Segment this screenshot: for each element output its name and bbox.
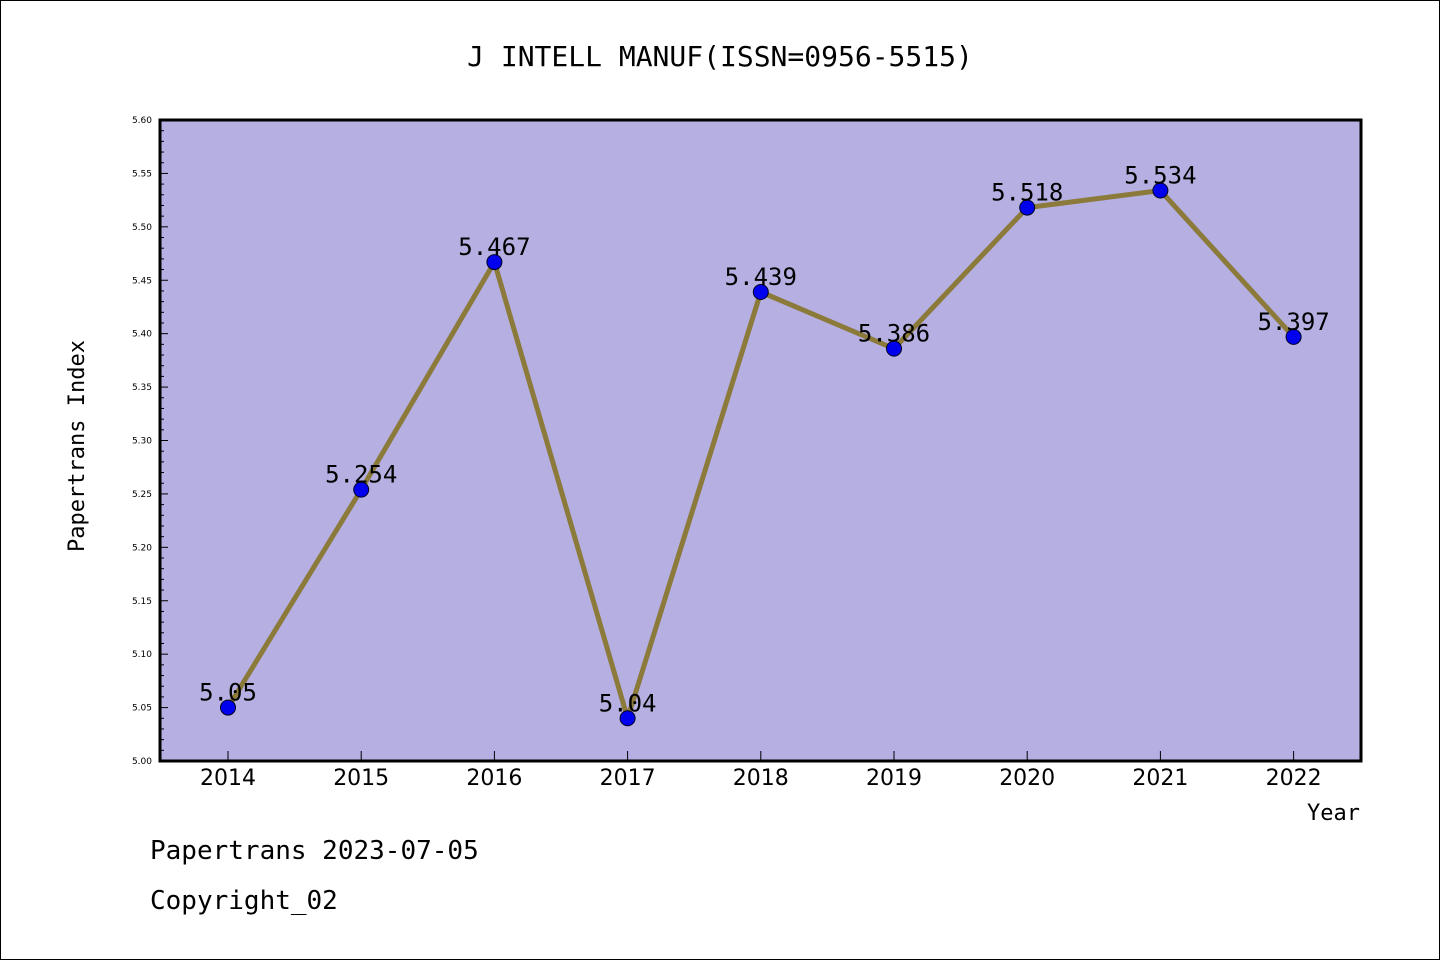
x-axis: 2014 2015 2016 2017 2018 2019 2020 2021 2022 (200, 751, 1322, 791)
y-tick-label: 5.25 (132, 490, 152, 500)
data-labels: 5.05 5.254 5.467 5.04 5.439 5.386 5.518 5.534 5.… (199, 162, 1330, 718)
y-tick-label: 5.15 (132, 597, 152, 607)
data-label: 5.397 (1257, 308, 1329, 336)
y-tick-label: 5.20 (132, 543, 152, 553)
data-point (886, 340, 902, 357)
y-tick-label: 5.50 (132, 223, 152, 233)
x-tick-label: 2020 (999, 766, 1055, 791)
x-tick-label: 2015 (333, 766, 389, 791)
x-tick-label: 2019 (866, 766, 922, 791)
y-tick-label: 5.60 (132, 116, 152, 126)
x-tick-label: 2017 (600, 766, 656, 791)
data-point (220, 699, 236, 716)
y-axis-label: Papertrans Index (65, 340, 90, 552)
plot-area (158, 118, 1363, 763)
data-label: 5.254 (325, 461, 397, 489)
data-label: 5.04 (599, 689, 657, 717)
chart-title: J INTELL MANUF(ISSN=0956-5515) (467, 40, 973, 73)
x-tick-label: 2018 (733, 766, 789, 791)
x-tick-label: 2021 (1132, 766, 1188, 791)
y-tick-label: 5.30 (132, 437, 152, 447)
data-point (486, 254, 503, 271)
y-tick-label: 5.35 (132, 383, 152, 393)
footer-date: Papertrans 2023-07-05 (150, 836, 479, 866)
data-point (619, 710, 636, 727)
x-tick-label: 2022 (1266, 766, 1322, 791)
data-label: 5.05 (199, 679, 257, 707)
x-axis-label: Year (1307, 801, 1360, 826)
x-tick-label: 2016 (466, 766, 522, 791)
y-tick-label: 5.45 (132, 276, 152, 286)
data-label: 5.467 (458, 233, 530, 261)
x-tick-label: 2014 (200, 766, 256, 791)
data-point (1285, 328, 1302, 345)
data-label: 5.439 (725, 263, 797, 291)
y-tick-label: 5.10 (132, 650, 152, 660)
y-tick-label: 5.55 (132, 169, 152, 179)
data-point (752, 284, 769, 301)
data-label: 5.386 (858, 320, 930, 348)
data-label: 5.534 (1124, 162, 1196, 190)
y-tick-label: 5.05 (132, 704, 152, 714)
data-markers (220, 182, 1302, 727)
y-axis: 5.00 5.05 5.10 5.15 5.20 5.25 5.30 5.35 5.40 5.45… (132, 116, 168, 767)
y-tick-label: 5.40 (132, 330, 152, 340)
data-label: 5.518 (991, 179, 1063, 207)
data-point (1019, 199, 1036, 216)
footer-copyright: Copyright_02 (150, 886, 338, 916)
data-point (1152, 182, 1169, 199)
y-tick-label: 5.00 (132, 757, 152, 767)
data-point (353, 481, 370, 498)
